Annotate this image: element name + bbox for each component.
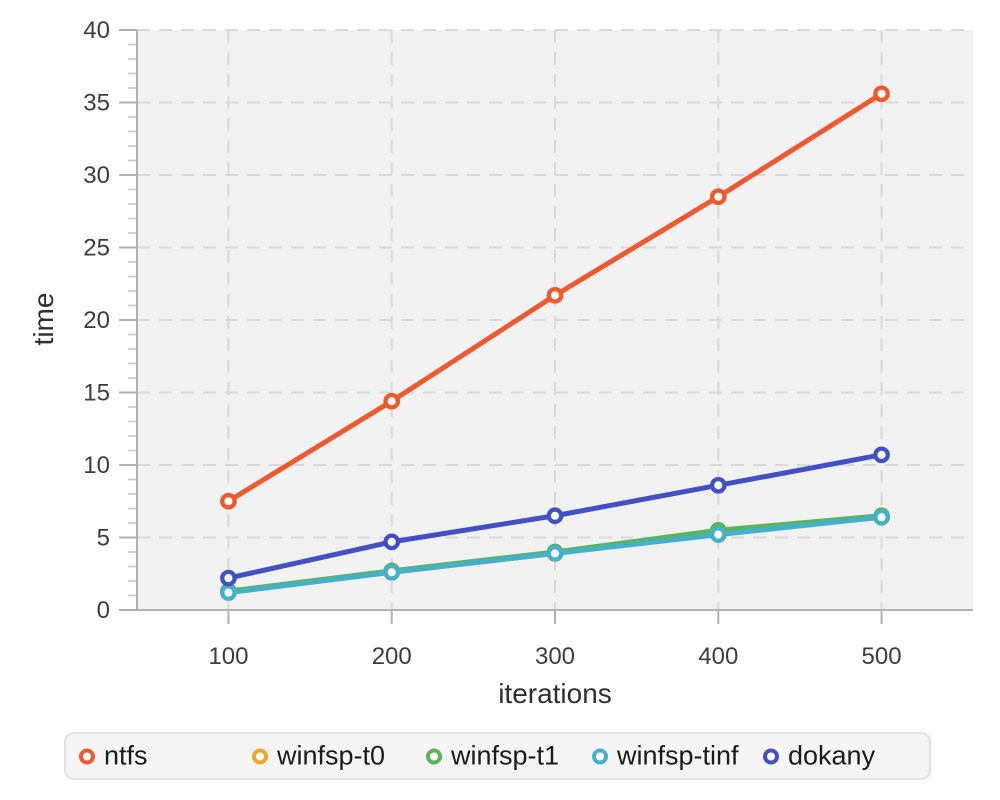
- marker-dokany: [546, 507, 564, 525]
- marker-dokany: [220, 569, 237, 587]
- marker-ntfs: [546, 286, 564, 304]
- marker-ntfs: [383, 392, 401, 410]
- legend-item-label: winfsp-t1: [451, 740, 560, 771]
- y-tick-label: 0: [97, 597, 110, 624]
- marker-dokany: [873, 446, 890, 464]
- legend-item-winfsp-t0[interactable]: winfsp-t0: [252, 741, 385, 772]
- x-axis-title: iterations: [498, 678, 612, 709]
- y-tick-label: 35: [83, 90, 110, 117]
- legend-marker-icon: [79, 748, 95, 764]
- marker-ntfs: [709, 188, 727, 206]
- y-tick-label: 30: [83, 162, 110, 189]
- legend-item-label: ntfs: [104, 740, 148, 771]
- legend-marker-icon: [763, 748, 779, 764]
- y-tick-label: 40: [83, 17, 110, 44]
- marker-winfsp-tinf: [709, 526, 727, 543]
- legend-item-label: winfsp-tinf: [617, 740, 739, 771]
- legend-marker-icon: [252, 748, 268, 764]
- y-tick-label: 10: [83, 452, 110, 479]
- legend: ntfs winfsp-t0 winfsp-t1 winfsp-tinf dokany: [64, 732, 931, 780]
- x-tick-label: 500: [862, 643, 902, 670]
- marker-winfsp-tinf: [220, 584, 237, 601]
- line-chart-canvas: 0 5 10 15 20 25 30 35 40 100 200 300 400 500: [83, 17, 973, 670]
- legend-item-dokany[interactable]: dokany: [763, 741, 875, 772]
- legend-item-label: winfsp-t0: [277, 740, 386, 771]
- marker-winfsp-tinf: [546, 545, 564, 562]
- legend-item-ntfs[interactable]: ntfs: [79, 741, 148, 772]
- legend-item-label: dokany: [788, 740, 876, 771]
- marker-dokany: [383, 533, 401, 551]
- x-tick-label: 200: [372, 643, 412, 670]
- marker-dokany: [709, 476, 727, 494]
- legend-marker-icon: [426, 748, 442, 764]
- y-tick-label: 15: [83, 380, 110, 407]
- marker-winfsp-tinf: [873, 508, 890, 526]
- legend-item-winfsp-t1[interactable]: winfsp-t1: [426, 741, 559, 772]
- x-tick-label: 300: [535, 643, 575, 670]
- marker-winfsp-tinf: [383, 563, 401, 581]
- legend-marker-icon: [592, 748, 608, 764]
- y-axis-title: time: [28, 292, 59, 346]
- legend-item-winfsp-tinf[interactable]: winfsp-tinf: [592, 741, 739, 772]
- y-tick-label: 25: [83, 235, 110, 262]
- y-tick-label: 5: [97, 525, 110, 552]
- marker-ntfs: [220, 492, 237, 510]
- y-tick-label: 20: [83, 307, 110, 334]
- x-tick-label: 400: [698, 643, 738, 670]
- x-tick-label: 100: [208, 643, 248, 670]
- marker-ntfs: [873, 85, 890, 103]
